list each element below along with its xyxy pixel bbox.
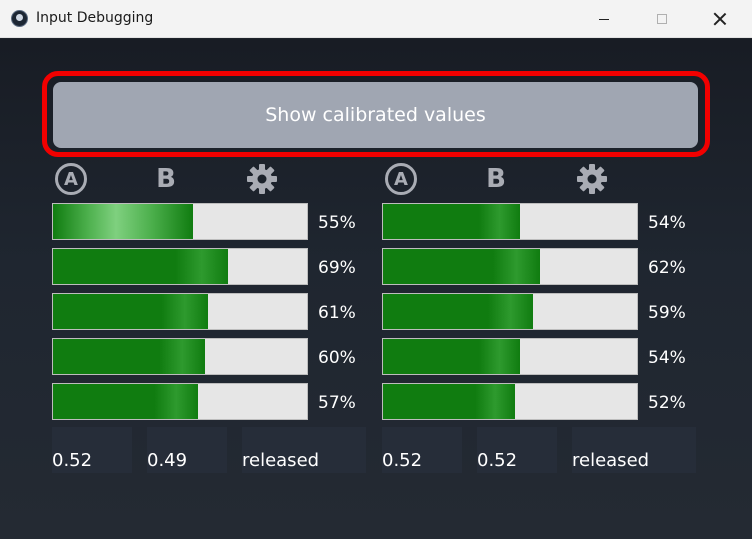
title-bar: Input Debugging [0,0,752,38]
left-progress-bar-4 [52,338,308,375]
right-bar-percent-3: 59% [648,303,686,323]
right-bar-fill-4 [383,339,521,374]
left-bar-percent-3: 61% [318,303,356,323]
left-readout-2: 0.49 [147,450,188,471]
left-a-button-icon: A [53,161,89,197]
minimize-button[interactable] [576,0,632,38]
right-readout-status: released [572,450,650,471]
left-b-button-icon: B [156,164,176,194]
right-progress-bar-5 [382,383,638,420]
app-icon [11,10,28,27]
left-bar-percent-1: 55% [318,213,356,233]
right-gear-icon [574,161,610,197]
main-content: Show calibrated values A B A B [0,39,752,539]
left-readout-status: released [242,450,320,471]
maximize-button[interactable] [634,0,690,38]
left-progress-bar-3 [52,293,308,330]
maximize-icon [657,14,667,24]
left-progress-bar-1 [52,203,308,240]
right-readout-1: 0.52 [382,450,423,471]
right-progress-bar-4 [382,338,638,375]
close-button[interactable] [692,0,748,38]
left-readout-box-3 [242,427,366,473]
right-bar-fill-1 [383,204,521,239]
right-b-button-icon: B [486,164,506,194]
left-bar-percent-5: 57% [318,393,356,413]
right-bar-fill-2 [383,249,541,284]
focus-outline [42,71,710,157]
right-bar-percent-5: 52% [648,393,686,413]
left-bar-fill-5 [53,384,198,419]
minimize-icon [599,18,609,20]
left-readout-box-1 [52,427,132,473]
right-progress-bar-1 [382,203,638,240]
right-progress-bar-2 [382,248,638,285]
close-icon [713,12,727,26]
right-readout-box-2 [477,427,557,473]
right-readout-box-3 [572,427,696,473]
right-a-button-icon: A [383,161,419,197]
left-readout-box-2 [147,427,227,473]
right-readout-box-1 [382,427,462,473]
left-bar-fill-1 [53,204,193,239]
left-gear-icon [244,161,280,197]
window-title: Input Debugging [36,10,154,26]
left-bar-fill-4 [53,339,206,374]
left-bar-percent-4: 60% [318,348,356,368]
right-progress-bar-3 [382,293,638,330]
right-bar-fill-5 [383,384,516,419]
left-bar-fill-3 [53,294,208,329]
gear-icon [577,164,607,194]
left-bar-fill-2 [53,249,229,284]
left-readout-1: 0.52 [52,450,93,471]
left-bar-percent-2: 69% [318,258,356,278]
gear-icon [247,164,277,194]
show-calibrated-values-button[interactable]: Show calibrated values [53,82,698,148]
right-bar-percent-1: 54% [648,213,686,233]
right-bar-fill-3 [383,294,533,329]
left-progress-bar-2 [52,248,308,285]
right-readout-2: 0.52 [477,450,518,471]
right-bar-percent-2: 62% [648,258,686,278]
right-bar-percent-4: 54% [648,348,686,368]
left-progress-bar-5 [52,383,308,420]
